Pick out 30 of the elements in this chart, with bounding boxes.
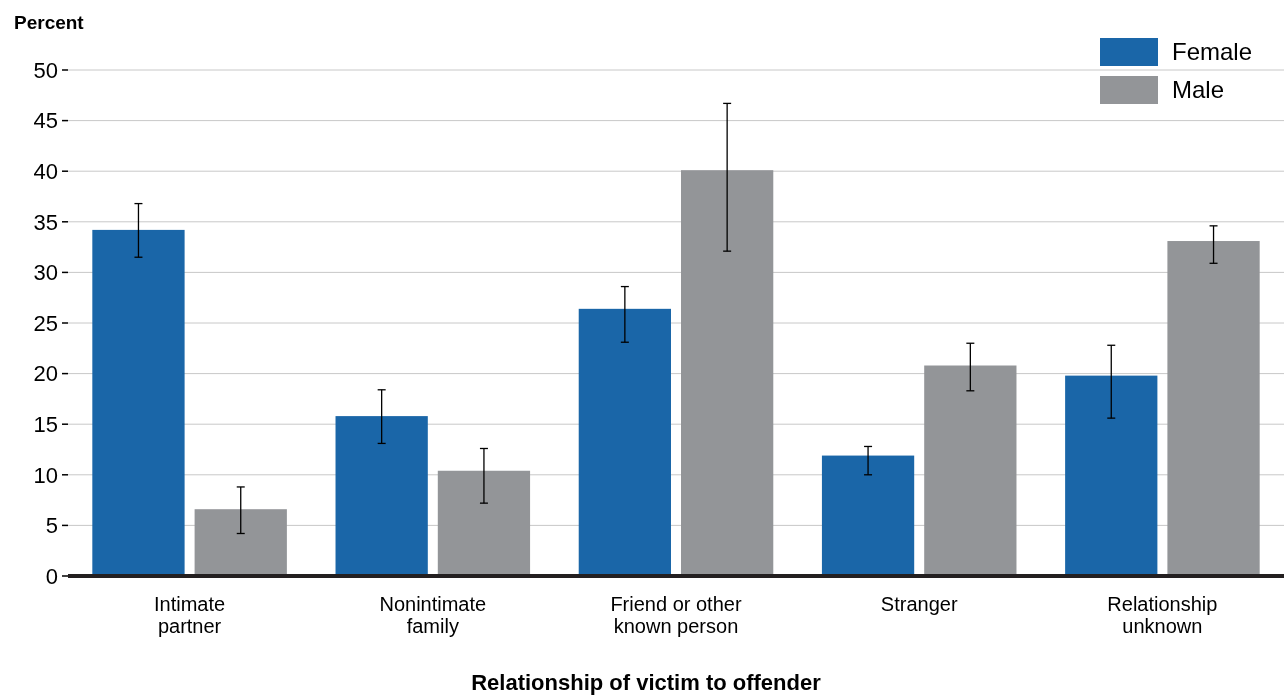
- bar: [1167, 241, 1260, 576]
- y-tick-label: 15: [33, 411, 58, 437]
- y-tick-label: 10: [33, 462, 58, 488]
- x-tick-label: Friend or other known person: [610, 593, 742, 637]
- bar: [681, 170, 774, 576]
- y-tick-label: 20: [33, 361, 58, 387]
- bar: [194, 509, 287, 576]
- x-axis-title: Relationship of victim to offender: [471, 670, 822, 695]
- y-tick-label: 45: [33, 108, 58, 134]
- bar: [335, 416, 428, 576]
- x-tick-label: Intimate partner: [154, 593, 226, 637]
- bar: [1065, 375, 1158, 576]
- y-tick-label: 40: [33, 158, 58, 184]
- x-tick-label: Nonintimate family: [379, 593, 487, 637]
- y-tick-label: 30: [33, 260, 58, 286]
- y-tick-label: 5: [45, 513, 58, 539]
- bar: [924, 365, 1017, 576]
- y-tick-label: 25: [33, 310, 58, 336]
- legend-label: Female: [1172, 38, 1253, 66]
- legend-label: Male: [1172, 76, 1225, 104]
- bar: [821, 455, 915, 576]
- y-tick-label: 0: [45, 563, 58, 589]
- x-tick-label: Stranger: [880, 593, 958, 615]
- bar: [92, 229, 185, 576]
- y-axis-title: Percent: [14, 12, 85, 33]
- bar: [437, 470, 531, 576]
- y-tick-label: 35: [33, 209, 58, 235]
- bar: [578, 308, 671, 576]
- y-tick-label: 50: [33, 57, 58, 83]
- x-tick-label: Relationship unknown: [1107, 593, 1218, 637]
